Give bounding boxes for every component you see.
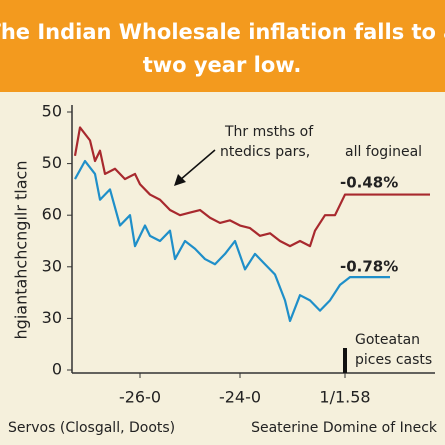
annotation: ntedics pars, [220, 144, 310, 160]
end-label: -0.78% [340, 258, 398, 276]
arrow-head [174, 174, 186, 186]
header-band [0, 0, 445, 92]
annotation: Thr msths of [224, 124, 314, 140]
arrow [179, 149, 216, 181]
annotation: all fogineal [345, 144, 422, 160]
y-tick-label: 0 [52, 360, 62, 379]
x-tick-label: 1/1.58 [319, 388, 370, 407]
chart-title: two year low. [143, 53, 302, 77]
y-tick-label: 30 [42, 308, 62, 327]
chart-title: The Indian Wholesale inflation falls to … [0, 20, 445, 44]
y-tick-label: 50 [42, 153, 62, 172]
marker-bar [343, 348, 347, 373]
x-tick-label: -26-0 [119, 388, 161, 407]
x-tick-label: -24-0 [219, 388, 261, 407]
x-axis-label: Seaterine Domine of Ineck [251, 420, 438, 436]
annotation: Goteatan [355, 332, 420, 348]
y-tick-label: 30 [42, 256, 62, 275]
end-label: -0.48% [340, 174, 398, 192]
x-axis-label: Servos (Closgall, Doots) [8, 420, 175, 436]
y-axis-label: hgiantahchcngılr tlacn [12, 161, 31, 340]
line-series [74, 159, 390, 323]
y-tick-label: 50 [42, 102, 62, 121]
line-series [73, 126, 430, 248]
annotation: pices casts [355, 352, 432, 368]
y-tick-label: 60 [42, 205, 62, 224]
